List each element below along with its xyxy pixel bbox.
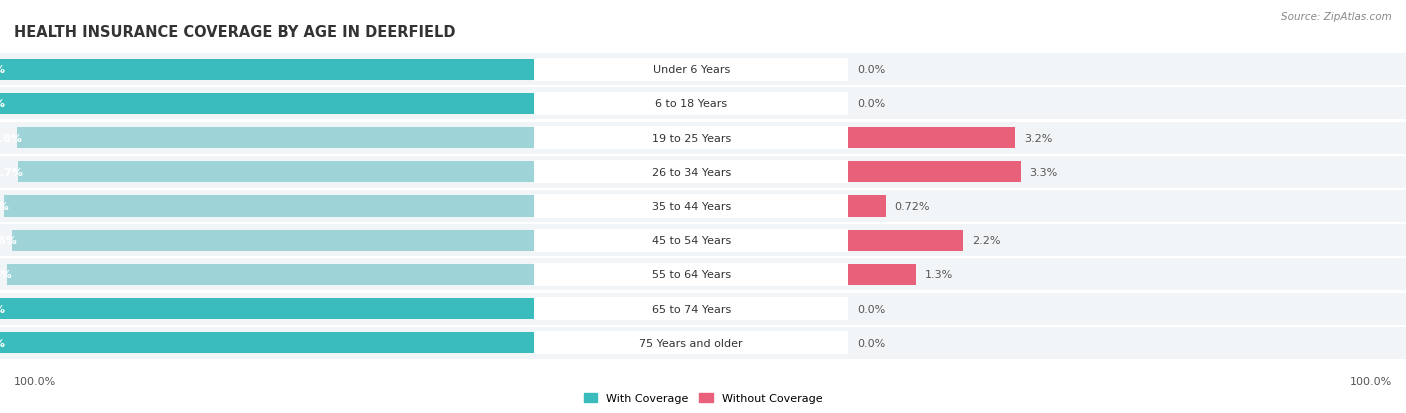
Bar — [534, 225, 1406, 256]
Bar — [0, 59, 534, 81]
Bar — [534, 93, 848, 116]
Text: 6 to 18 Years: 6 to 18 Years — [655, 99, 727, 109]
Bar — [4, 196, 534, 217]
Bar — [534, 293, 1406, 325]
Text: 100.0%: 100.0% — [1350, 376, 1392, 386]
Bar — [848, 196, 886, 217]
Text: 19 to 25 Years: 19 to 25 Years — [651, 133, 731, 143]
Text: 55 to 64 Years: 55 to 64 Years — [651, 270, 731, 280]
Text: HEALTH INSURANCE COVERAGE BY AGE IN DEERFIELD: HEALTH INSURANCE COVERAGE BY AGE IN DEER… — [14, 25, 456, 40]
Bar — [0, 191, 534, 222]
Bar — [534, 195, 848, 218]
Bar — [0, 259, 534, 291]
Bar — [0, 54, 534, 86]
Bar — [0, 332, 534, 354]
Text: 1.3%: 1.3% — [925, 270, 953, 280]
Bar — [534, 297, 848, 320]
Bar — [534, 327, 1406, 359]
Text: 98.7%: 98.7% — [0, 270, 13, 280]
Text: 0.0%: 0.0% — [856, 99, 884, 109]
Bar — [534, 157, 1406, 188]
Bar — [0, 225, 534, 256]
Bar — [0, 157, 534, 188]
Text: 65 to 74 Years: 65 to 74 Years — [651, 304, 731, 314]
Text: 100.0%: 100.0% — [0, 338, 6, 348]
Bar — [534, 161, 848, 184]
Text: 97.8%: 97.8% — [0, 236, 17, 246]
Bar — [0, 122, 534, 154]
Bar — [848, 162, 1021, 183]
Bar — [534, 58, 848, 82]
Bar — [534, 127, 848, 150]
Text: 35 to 44 Years: 35 to 44 Years — [651, 202, 731, 211]
Text: 100.0%: 100.0% — [0, 65, 6, 75]
Bar — [534, 263, 848, 286]
Text: Source: ZipAtlas.com: Source: ZipAtlas.com — [1281, 12, 1392, 22]
Text: 2.2%: 2.2% — [972, 236, 1001, 246]
Bar — [534, 229, 848, 252]
Bar — [534, 259, 1406, 291]
Text: Under 6 Years: Under 6 Years — [652, 65, 730, 75]
Text: 100.0%: 100.0% — [0, 304, 6, 314]
Text: 100.0%: 100.0% — [0, 99, 6, 109]
Text: 100.0%: 100.0% — [14, 376, 56, 386]
Text: 0.72%: 0.72% — [894, 202, 929, 211]
Bar — [11, 230, 534, 251]
Bar — [0, 293, 534, 325]
Text: 45 to 54 Years: 45 to 54 Years — [651, 236, 731, 246]
Text: 0.0%: 0.0% — [856, 65, 884, 75]
Text: 75 Years and older: 75 Years and older — [640, 338, 742, 348]
Bar — [534, 122, 1406, 154]
Text: 96.8%: 96.8% — [0, 133, 22, 143]
Bar — [534, 331, 848, 355]
Bar — [17, 128, 534, 149]
Bar — [848, 230, 963, 251]
Bar — [0, 94, 534, 115]
Text: 26 to 34 Years: 26 to 34 Years — [651, 167, 731, 177]
Bar — [534, 88, 1406, 120]
Text: 0.0%: 0.0% — [856, 338, 884, 348]
Bar — [18, 162, 534, 183]
Text: 3.3%: 3.3% — [1029, 167, 1057, 177]
Bar — [0, 88, 534, 120]
Bar — [7, 264, 534, 285]
Bar — [534, 191, 1406, 222]
Bar — [848, 264, 917, 285]
Text: 3.2%: 3.2% — [1024, 133, 1053, 143]
Bar — [0, 298, 534, 319]
Text: 0.0%: 0.0% — [856, 304, 884, 314]
Bar — [0, 327, 534, 359]
Bar — [534, 54, 1406, 86]
Legend: With Coverage, Without Coverage: With Coverage, Without Coverage — [579, 388, 827, 408]
Bar — [848, 128, 1015, 149]
Text: 96.7%: 96.7% — [0, 167, 22, 177]
Text: 99.3%: 99.3% — [0, 202, 8, 211]
